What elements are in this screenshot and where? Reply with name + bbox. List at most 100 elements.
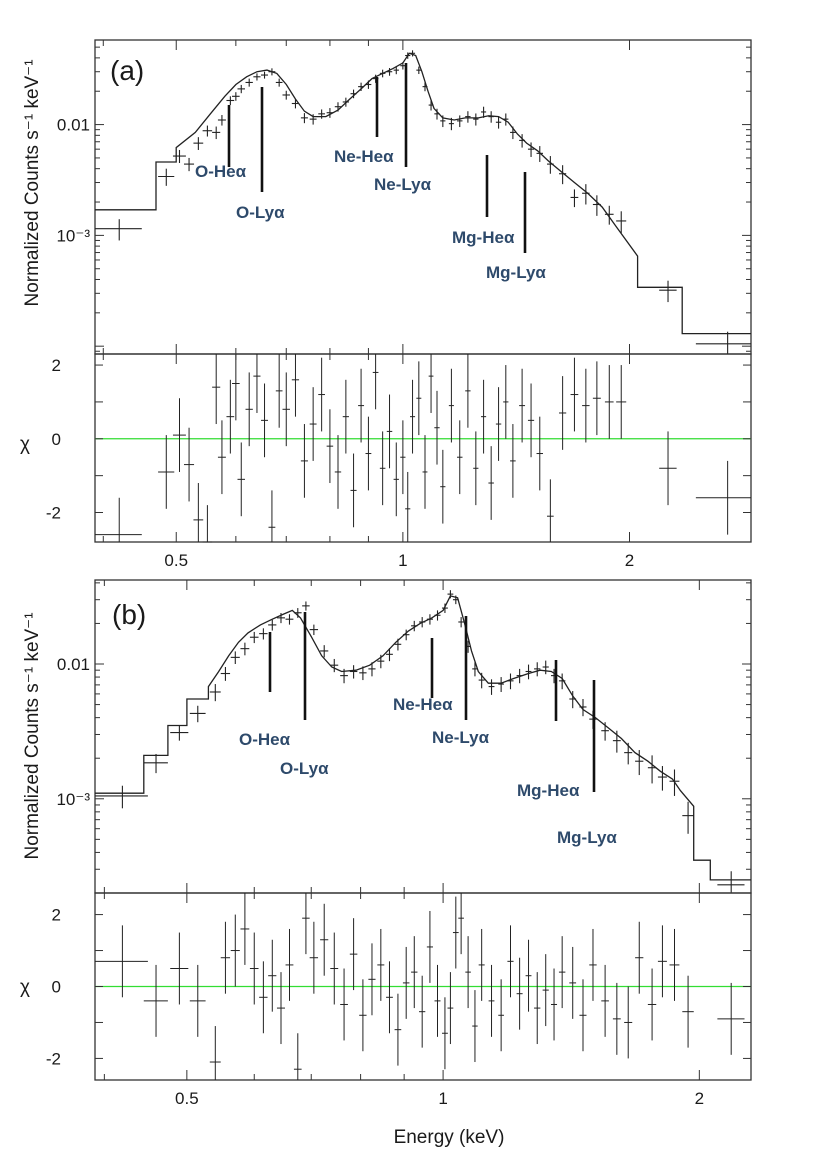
panel-b-residual-point bbox=[330, 932, 339, 1005]
panel-b-data-point bbox=[302, 601, 310, 611]
panel-b-residual-point bbox=[249, 932, 259, 1005]
panel-a-data-point bbox=[527, 142, 535, 157]
panel-b-residual-point bbox=[542, 954, 549, 1027]
panel-b-residual-point bbox=[498, 979, 504, 1052]
panel-a-data-point bbox=[473, 113, 479, 126]
panel-b-data-point bbox=[359, 666, 367, 681]
panel-b-y-tick-label: 10⁻³ bbox=[56, 790, 90, 809]
panel-b-residual-point bbox=[419, 975, 426, 1048]
panel-b-residual-point bbox=[516, 957, 523, 1030]
panel-a-residual-point bbox=[309, 387, 317, 461]
panel-a-data-point bbox=[558, 165, 567, 185]
panel-a-data-point bbox=[358, 82, 365, 91]
panel-a-residual-point bbox=[604, 365, 614, 439]
panel-a-residual-point bbox=[379, 431, 386, 506]
panel-b-data-point bbox=[441, 603, 448, 614]
panel-b-data-point bbox=[434, 610, 441, 621]
panel-a-residual-point bbox=[268, 490, 276, 542]
panel-b-data-point bbox=[426, 614, 433, 625]
panel-a-data-point bbox=[547, 156, 554, 174]
panel-a-residual-point bbox=[350, 453, 357, 528]
panel-a-residual-point bbox=[422, 435, 428, 509]
panel-b-residual-point bbox=[635, 921, 644, 994]
panel-a-x-tick-label: 2 bbox=[625, 551, 634, 570]
panel-b-line-label-mg-lya: Mg-Lyα bbox=[557, 828, 617, 847]
panel-b-data-point bbox=[534, 662, 541, 677]
panel-a-data-point bbox=[592, 195, 601, 216]
panel-b-residual-point bbox=[394, 993, 402, 1066]
panel-b-residual-point bbox=[95, 925, 148, 998]
panel-a-x-tick-label: 0.5 bbox=[164, 551, 188, 570]
panel-a-residual-point bbox=[495, 387, 502, 461]
panel-b-data-point bbox=[647, 755, 657, 784]
panel-a-residual-point bbox=[326, 409, 334, 484]
panel-b-residual-point bbox=[240, 893, 250, 965]
panel-a-line-label-o-lya: O-Lyα bbox=[236, 203, 285, 222]
panel-a-data-point bbox=[193, 137, 204, 150]
panel-b-residual-point bbox=[534, 972, 541, 1045]
panel-b-residual-point bbox=[452, 896, 459, 969]
panel-b-data-point bbox=[377, 654, 385, 669]
panel-a-data-point bbox=[217, 115, 226, 126]
panel-a-data-point bbox=[158, 168, 175, 186]
panel-a-line-label-ne-hea: Ne-Heα bbox=[334, 147, 394, 166]
panel-b-residual-point bbox=[411, 936, 418, 1009]
panel-a-data-point bbox=[237, 84, 245, 94]
panel-a-residual-point bbox=[503, 365, 509, 439]
panel-a-residual-point bbox=[440, 449, 446, 524]
panel-b-data-point bbox=[394, 638, 402, 651]
panel-a-residual-point bbox=[393, 442, 399, 517]
panel-a-data-point bbox=[536, 146, 543, 162]
panel-a-data-point bbox=[616, 211, 627, 234]
panel-b-residual-point bbox=[368, 943, 376, 1016]
panel-a-data-point bbox=[428, 100, 434, 111]
panel-b-residual-point bbox=[402, 946, 410, 1019]
panel-a-residual-point bbox=[217, 420, 226, 495]
panel-a-residual-point bbox=[372, 354, 379, 410]
panel-b-residual-point bbox=[230, 914, 240, 987]
panel-b-x-tick-label: 0.5 bbox=[175, 1089, 199, 1108]
panel-a-residual-point bbox=[193, 483, 204, 542]
panel-b-data-point bbox=[411, 620, 418, 632]
panel-b-residual-point bbox=[589, 928, 597, 1001]
panel-a-data-point bbox=[510, 126, 516, 140]
panel-a-data-point bbox=[570, 189, 579, 208]
panel-b-data-point bbox=[488, 679, 495, 695]
panel-b-data-point bbox=[507, 673, 514, 690]
panel-b-data-point bbox=[612, 730, 621, 753]
panel-b-x-tick-label: 2 bbox=[695, 1089, 704, 1108]
panel-a-residual-point bbox=[358, 368, 365, 443]
panel-a-residual-point bbox=[405, 471, 411, 542]
panel-b-residual-point bbox=[259, 961, 268, 1034]
panel-a-data-point bbox=[416, 66, 422, 75]
panel-b-data-point bbox=[349, 665, 358, 679]
panel-b-residual-point bbox=[302, 893, 310, 955]
panel-b-data-point bbox=[542, 660, 549, 675]
panel-a-residual-point bbox=[473, 431, 479, 506]
panel-b-residual-point bbox=[717, 982, 745, 1055]
panel-b-data-point bbox=[240, 642, 250, 656]
panel-a-data-point bbox=[409, 50, 416, 57]
panel-a-x-tick-label: 1 bbox=[398, 551, 407, 570]
panel-b-data-point bbox=[276, 613, 285, 624]
panel-a-resid-tick-label: 2 bbox=[52, 356, 61, 375]
panel-b-residual-point bbox=[682, 975, 694, 1048]
panel-b-data-point bbox=[558, 673, 566, 690]
panel-b-data-point bbox=[579, 698, 587, 717]
panel-b-data-point bbox=[447, 590, 454, 599]
panel-a-residual-point bbox=[158, 435, 175, 509]
panel-b-line-label-ne-hea: Ne-Heα bbox=[393, 695, 453, 714]
panel-b-data-point bbox=[657, 766, 667, 791]
panel-a-data-point bbox=[434, 108, 440, 120]
panel-b-residual-point bbox=[612, 982, 621, 1055]
panel-a-data-point bbox=[95, 219, 142, 241]
panel-b-residual-point bbox=[276, 972, 285, 1045]
panel-a-data-point bbox=[172, 149, 186, 164]
panel-a-residual-point bbox=[386, 394, 393, 469]
panel-a-data-point bbox=[456, 115, 463, 128]
panel-a-data-point bbox=[183, 157, 195, 172]
panel-b-residual-point bbox=[189, 964, 206, 1037]
panel-b-data-point bbox=[717, 871, 745, 893]
panel-b-data-point bbox=[419, 617, 426, 628]
panel-a-data-point bbox=[488, 111, 494, 123]
